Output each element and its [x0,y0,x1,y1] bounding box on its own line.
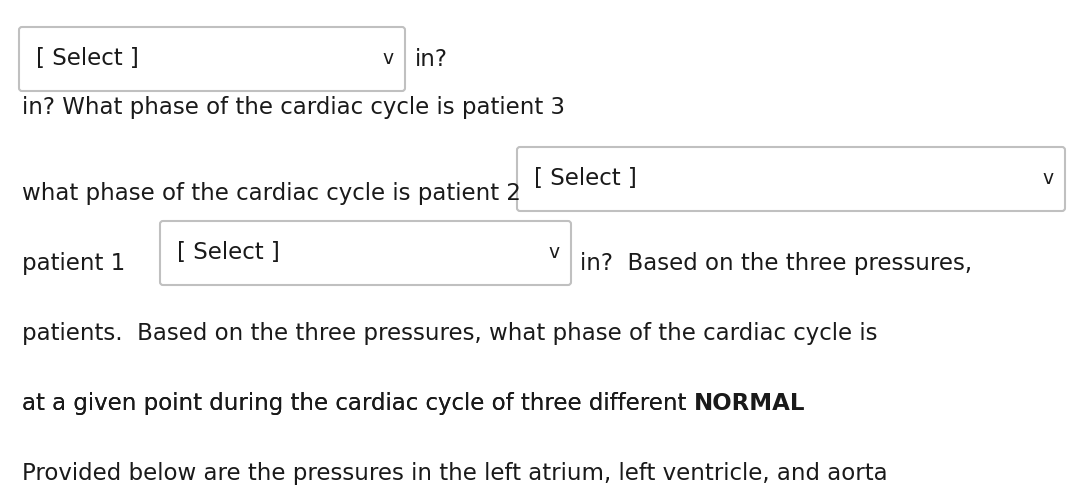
Text: v: v [548,244,559,263]
Text: in?: in? [415,48,448,70]
Text: v: v [1043,170,1054,188]
Text: NORMAL: NORMAL [693,392,805,415]
Text: what phase of the cardiac cycle is patient 2: what phase of the cardiac cycle is patie… [22,182,521,205]
Text: [ Select ]: [ Select ] [36,48,139,70]
Text: in?  Based on the three pressures,: in? Based on the three pressures, [580,252,972,275]
Text: patient 1: patient 1 [22,252,126,275]
Text: v: v [382,50,393,68]
FancyBboxPatch shape [19,27,405,91]
Text: at a given point during the cardiac cycle of three different: at a given point during the cardiac cycl… [22,392,693,415]
Text: at a given point during the cardiac cycle of three different: at a given point during the cardiac cycl… [22,392,693,415]
Text: Provided below are the pressures in the left atrium, left ventricle, and aorta: Provided below are the pressures in the … [22,462,888,485]
FancyBboxPatch shape [517,147,1065,211]
Text: in? What phase of the cardiac cycle is patient 3: in? What phase of the cardiac cycle is p… [22,96,565,119]
FancyBboxPatch shape [161,221,571,285]
Text: [ Select ]: [ Select ] [177,242,280,265]
Text: [ Select ]: [ Select ] [534,167,637,190]
Text: patients.  Based on the three pressures, what phase of the cardiac cycle is: patients. Based on the three pressures, … [22,322,878,345]
